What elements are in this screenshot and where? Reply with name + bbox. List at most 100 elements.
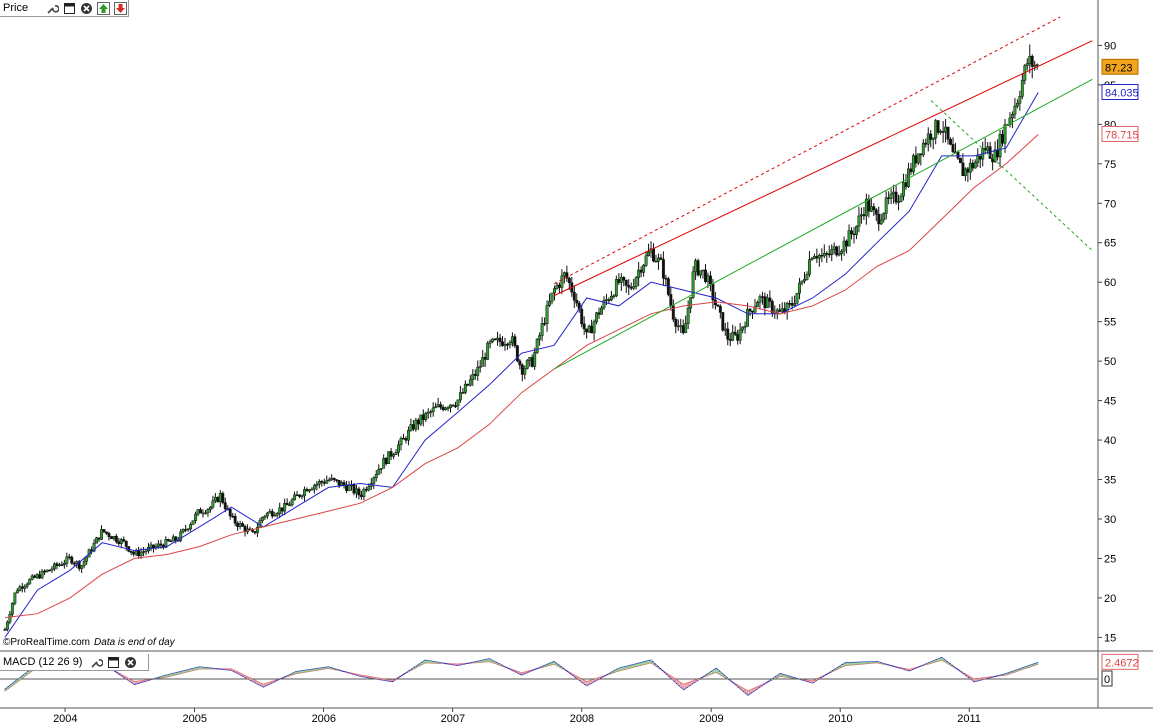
- candle-up: [288, 504, 292, 507]
- candle-up: [614, 279, 618, 297]
- candle-up: [560, 275, 564, 288]
- moving-average-blue: [4, 92, 1039, 638]
- candle-up: [164, 539, 168, 548]
- candle-down: [654, 260, 658, 263]
- candle-down: [597, 312, 601, 315]
- move-up-icon[interactable]: [97, 1, 111, 15]
- window-icon[interactable]: [63, 2, 76, 15]
- candle-down: [241, 523, 245, 527]
- candle-up: [382, 458, 386, 469]
- candle-down: [236, 522, 240, 527]
- candle-down: [38, 574, 42, 579]
- candle-up: [602, 300, 606, 309]
- candle-up: [753, 306, 757, 313]
- macd-value-text: 2.4672: [1105, 657, 1139, 669]
- trendline-green-solid: [553, 78, 1093, 370]
- candle-up: [830, 249, 834, 256]
- candle-up: [265, 512, 269, 517]
- candle-up: [939, 131, 943, 133]
- candle-down: [607, 299, 611, 301]
- candle-up: [644, 255, 648, 266]
- trendline-green-dashed: [930, 100, 1093, 251]
- candle-down: [748, 308, 752, 312]
- macd-zero-box: [1101, 670, 1113, 687]
- candle-up: [204, 512, 207, 515]
- candle-up: [310, 488, 314, 491]
- candle-up: [468, 379, 472, 386]
- candle-up: [976, 155, 980, 163]
- candle-up: [65, 556, 69, 564]
- candle-up: [213, 497, 217, 502]
- candle-up: [255, 527, 259, 534]
- candle-up: [478, 366, 482, 368]
- candle-down: [580, 308, 584, 325]
- candle-down: [585, 328, 589, 333]
- candle-down: [169, 540, 173, 543]
- x-tick-label: 2004: [53, 713, 77, 725]
- candle-up: [476, 366, 480, 376]
- x-tick-label: 2007: [441, 713, 465, 725]
- candle-up: [699, 270, 702, 276]
- candle-up: [656, 257, 660, 262]
- candle-down: [669, 294, 673, 306]
- candle-up: [100, 529, 103, 540]
- candle-down: [639, 269, 643, 273]
- candle-down: [696, 260, 700, 276]
- candle-up: [859, 214, 863, 217]
- wrench-icon[interactable]: [90, 656, 104, 669]
- candle-down: [104, 531, 108, 534]
- candle-up: [458, 392, 462, 401]
- candle-up: [201, 512, 205, 515]
- candle-down: [117, 541, 121, 544]
- candle-up: [144, 550, 148, 553]
- candle-down: [270, 511, 274, 517]
- candle-up: [510, 336, 514, 343]
- candle-up: [694, 260, 698, 273]
- candle-up: [743, 325, 747, 328]
- candle-up: [142, 551, 146, 553]
- candle-up: [545, 305, 549, 324]
- candle-up: [765, 297, 769, 309]
- candle-up: [746, 308, 750, 327]
- candle-up: [82, 561, 86, 566]
- candle-down: [335, 479, 339, 481]
- y-tick-label: 40: [1104, 435, 1116, 447]
- candle-down: [411, 424, 415, 430]
- window-icon[interactable]: [107, 656, 120, 669]
- candle-down: [166, 539, 170, 542]
- candle-down: [904, 182, 908, 187]
- candle-up: [879, 219, 883, 225]
- candle-up: [738, 329, 742, 341]
- candle-down: [451, 404, 455, 407]
- candle-up: [35, 574, 39, 578]
- candle-down: [43, 570, 47, 573]
- y-tick-label: 55: [1104, 317, 1116, 329]
- candle-up: [889, 193, 893, 199]
- candle-down: [33, 575, 37, 578]
- candle-up: [53, 563, 56, 570]
- candle-down: [941, 131, 945, 133]
- price-label-text: 84.035: [1105, 87, 1139, 99]
- candle-up: [741, 326, 745, 331]
- candle-down: [466, 383, 470, 386]
- candle-up: [283, 502, 287, 512]
- y-tick-label: 70: [1104, 198, 1116, 210]
- close-icon[interactable]: [124, 656, 137, 669]
- candle-down: [914, 155, 918, 164]
- candle-up: [701, 269, 705, 272]
- candle-down: [815, 256, 819, 259]
- time-axis: 2004 2005 2006 2007 2008 2009 2010 2011: [53, 708, 981, 725]
- candle-down: [543, 323, 547, 325]
- wrench-icon[interactable]: [46, 2, 60, 15]
- candle-up: [171, 536, 175, 542]
- y-tick-label: 35: [1104, 475, 1116, 487]
- candle-down: [513, 336, 517, 347]
- candle-down: [305, 489, 309, 492]
- candle-down: [132, 552, 136, 555]
- candle-down: [845, 240, 849, 247]
- candle-up: [330, 477, 334, 481]
- candle-up: [1008, 117, 1012, 125]
- move-down-icon[interactable]: [114, 1, 128, 15]
- close-icon[interactable]: [80, 2, 93, 15]
- candle-up: [397, 444, 400, 453]
